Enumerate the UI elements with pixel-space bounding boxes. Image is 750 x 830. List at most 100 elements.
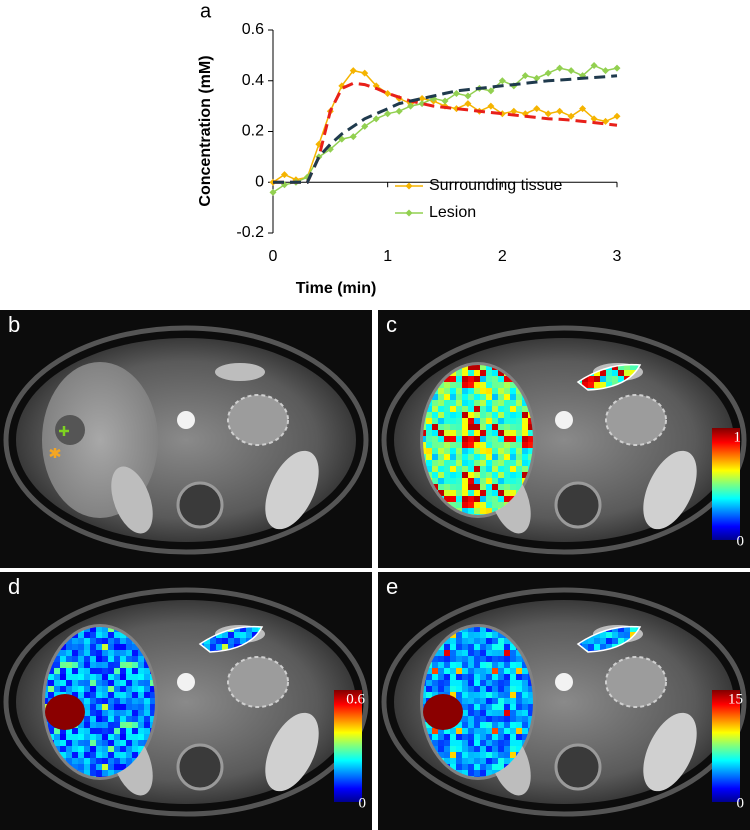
colorbar-min: 0 [359, 795, 367, 811]
data-point [544, 69, 552, 77]
data-point [602, 117, 610, 125]
data-point [567, 67, 575, 75]
data-point [590, 115, 598, 123]
colorbar-min: 0 [737, 533, 745, 549]
data-point [498, 110, 506, 118]
data-point [556, 107, 564, 115]
data-point [464, 92, 472, 100]
kidney-left [111, 466, 153, 534]
data-point [567, 112, 575, 120]
data-point [487, 87, 495, 95]
data-point [280, 171, 288, 179]
mri-panel: 0.6 0 d [0, 572, 372, 830]
data-point [452, 105, 460, 113]
data-point [269, 188, 277, 196]
data-point [349, 133, 357, 141]
x-tick-label: 0 [269, 248, 278, 265]
bowel [227, 394, 289, 446]
data-point [510, 107, 518, 115]
spine [554, 481, 602, 529]
fit-line [273, 74, 618, 184]
kidney-right [643, 712, 697, 792]
data-point [533, 105, 541, 113]
data-point [418, 95, 426, 103]
pancreas-overlay [576, 363, 642, 391]
body-outline [381, 587, 747, 817]
colorbar-min: 0 [737, 795, 745, 811]
x-axis-title: Time (min) [296, 280, 377, 297]
spleen [215, 363, 265, 381]
liver-overlay [45, 627, 155, 777]
mri-panel: 15 0 e [378, 572, 750, 830]
y-tick-label: -0.2 [236, 224, 264, 241]
legend-label: Lesion [429, 204, 476, 221]
mri-panel: b [0, 310, 372, 568]
aorta [177, 411, 195, 429]
liver-overlay [423, 365, 533, 515]
data-point [361, 122, 369, 130]
lesion [55, 415, 85, 445]
data-point [544, 110, 552, 118]
pancreas-overlay [198, 625, 264, 653]
data-point [521, 72, 529, 80]
data-point [487, 102, 495, 110]
aorta [555, 673, 573, 691]
y-tick-label: 0.6 [242, 21, 264, 38]
body-outline [3, 587, 369, 817]
spine [554, 743, 602, 791]
data-point [384, 110, 392, 118]
data-point [613, 112, 621, 120]
series-line [272, 69, 618, 183]
colorbar [334, 690, 362, 802]
kidney-right [643, 450, 697, 530]
data-point [602, 67, 610, 75]
spine [176, 743, 224, 791]
data-point [452, 89, 460, 97]
colorbar-max: 0.6 [346, 691, 365, 707]
colorbar-max: 1 [734, 429, 742, 445]
y-axis-title: Concentration (mM) [197, 55, 214, 206]
panel-label: b [8, 312, 20, 337]
colorbar-max: 15 [728, 691, 743, 707]
x-tick-label: 1 [383, 248, 392, 265]
lesion-overlay [45, 694, 85, 730]
panel-label: a [200, 0, 212, 22]
x-tick-label: 3 [613, 248, 622, 265]
data-point [395, 107, 403, 115]
panel-label: c [386, 312, 397, 337]
panel-label: e [386, 574, 398, 599]
bowel [605, 656, 667, 708]
lesion-overlay [423, 694, 463, 730]
data-point [384, 89, 392, 97]
data-point [498, 77, 506, 85]
panel-label: d [8, 574, 20, 599]
x-tick-label: 2 [498, 248, 507, 265]
data-point [590, 62, 598, 70]
data-point [349, 67, 357, 75]
tissue-marker [49, 448, 61, 458]
legend-marker [405, 209, 413, 217]
colorbar [712, 428, 740, 540]
data-point [407, 102, 415, 110]
spine [176, 481, 224, 529]
data-point [579, 105, 587, 113]
data-point [613, 64, 621, 72]
data-point [441, 97, 449, 105]
pancreas-overlay [576, 625, 642, 653]
aorta [177, 673, 195, 691]
data-point [464, 100, 472, 108]
legend-label: Surrounding tissue [429, 177, 563, 194]
y-tick-label: 0 [255, 173, 264, 190]
bowel [227, 656, 289, 708]
y-tick-label: 0.2 [242, 123, 264, 140]
liver-overlay [423, 627, 533, 777]
kidney-right [265, 712, 319, 792]
data-point [361, 69, 369, 77]
bowel [605, 394, 667, 446]
y-tick-label: 0.4 [242, 72, 264, 89]
mri-panel: 1 0 c [378, 310, 750, 568]
body-outline [381, 325, 747, 555]
data-point [372, 115, 380, 123]
aorta [555, 411, 573, 429]
